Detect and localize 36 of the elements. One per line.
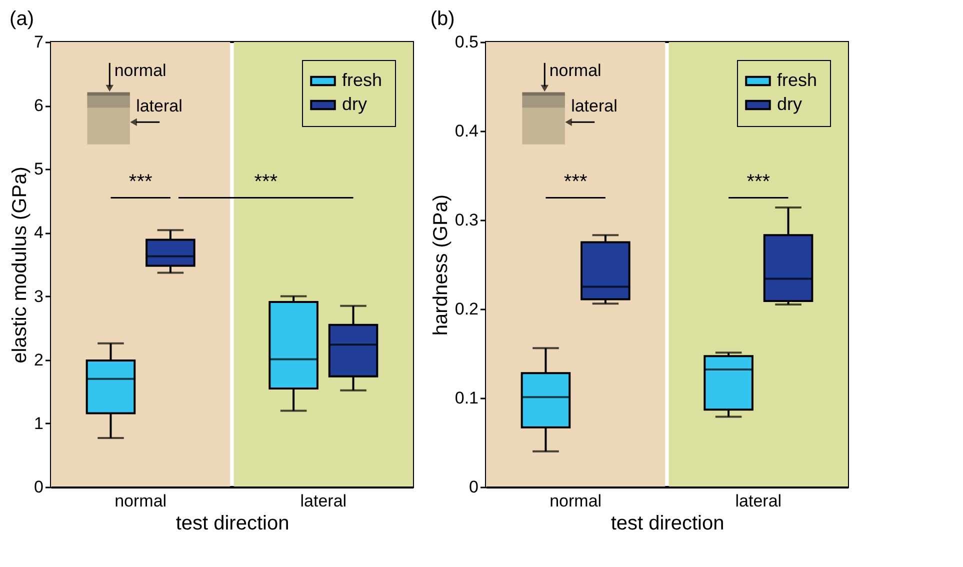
annotation: *** bbox=[564, 170, 588, 193]
y-tick-label: 0.2 bbox=[454, 300, 478, 318]
x-axis-title: test direction bbox=[176, 512, 290, 534]
legend-label: fresh bbox=[342, 70, 382, 90]
y-tick-label: 0 bbox=[469, 478, 478, 496]
y-tick-label: 0.1 bbox=[454, 388, 478, 408]
annotation: *** bbox=[746, 170, 770, 193]
y-tick-label: 1 bbox=[34, 414, 44, 433]
chart-title: (a) bbox=[10, 8, 34, 30]
x-tick-label: lateral bbox=[735, 492, 782, 510]
annotation: normal bbox=[549, 60, 602, 80]
y-axis-title: elastic modulus (GPa) bbox=[9, 166, 32, 364]
annotation: normal bbox=[114, 60, 166, 80]
y-tick-label: 0 bbox=[34, 478, 44, 496]
chart-title: (b) bbox=[430, 8, 455, 30]
y-tick-label: 0.3 bbox=[454, 210, 478, 230]
x-tick-label: normal bbox=[114, 492, 167, 510]
annotation: lateral bbox=[136, 96, 182, 116]
y-tick-label: 5 bbox=[34, 160, 44, 179]
annotation: *** bbox=[254, 170, 278, 193]
x-tick-label: lateral bbox=[300, 492, 347, 510]
legend-label: dry bbox=[342, 94, 368, 114]
legend-label: fresh bbox=[777, 70, 818, 90]
legend-label: dry bbox=[777, 94, 802, 114]
y-tick-label: 6 bbox=[34, 96, 44, 116]
y-tick-label: 4 bbox=[34, 223, 44, 242]
y-tick-label: 7 bbox=[34, 32, 44, 52]
x-axis-title: test direction bbox=[610, 512, 724, 534]
y-axis-title: hardness (GPa) bbox=[430, 194, 452, 336]
y-tick-label: 0.5 bbox=[454, 32, 478, 52]
y-tick-label: 2 bbox=[34, 350, 44, 370]
x-tick-label: normal bbox=[550, 492, 602, 510]
y-tick-label: 0.4 bbox=[454, 122, 478, 140]
annotation: lateral bbox=[571, 96, 618, 116]
annotation: *** bbox=[128, 170, 152, 193]
y-tick-label: 3 bbox=[34, 286, 44, 306]
